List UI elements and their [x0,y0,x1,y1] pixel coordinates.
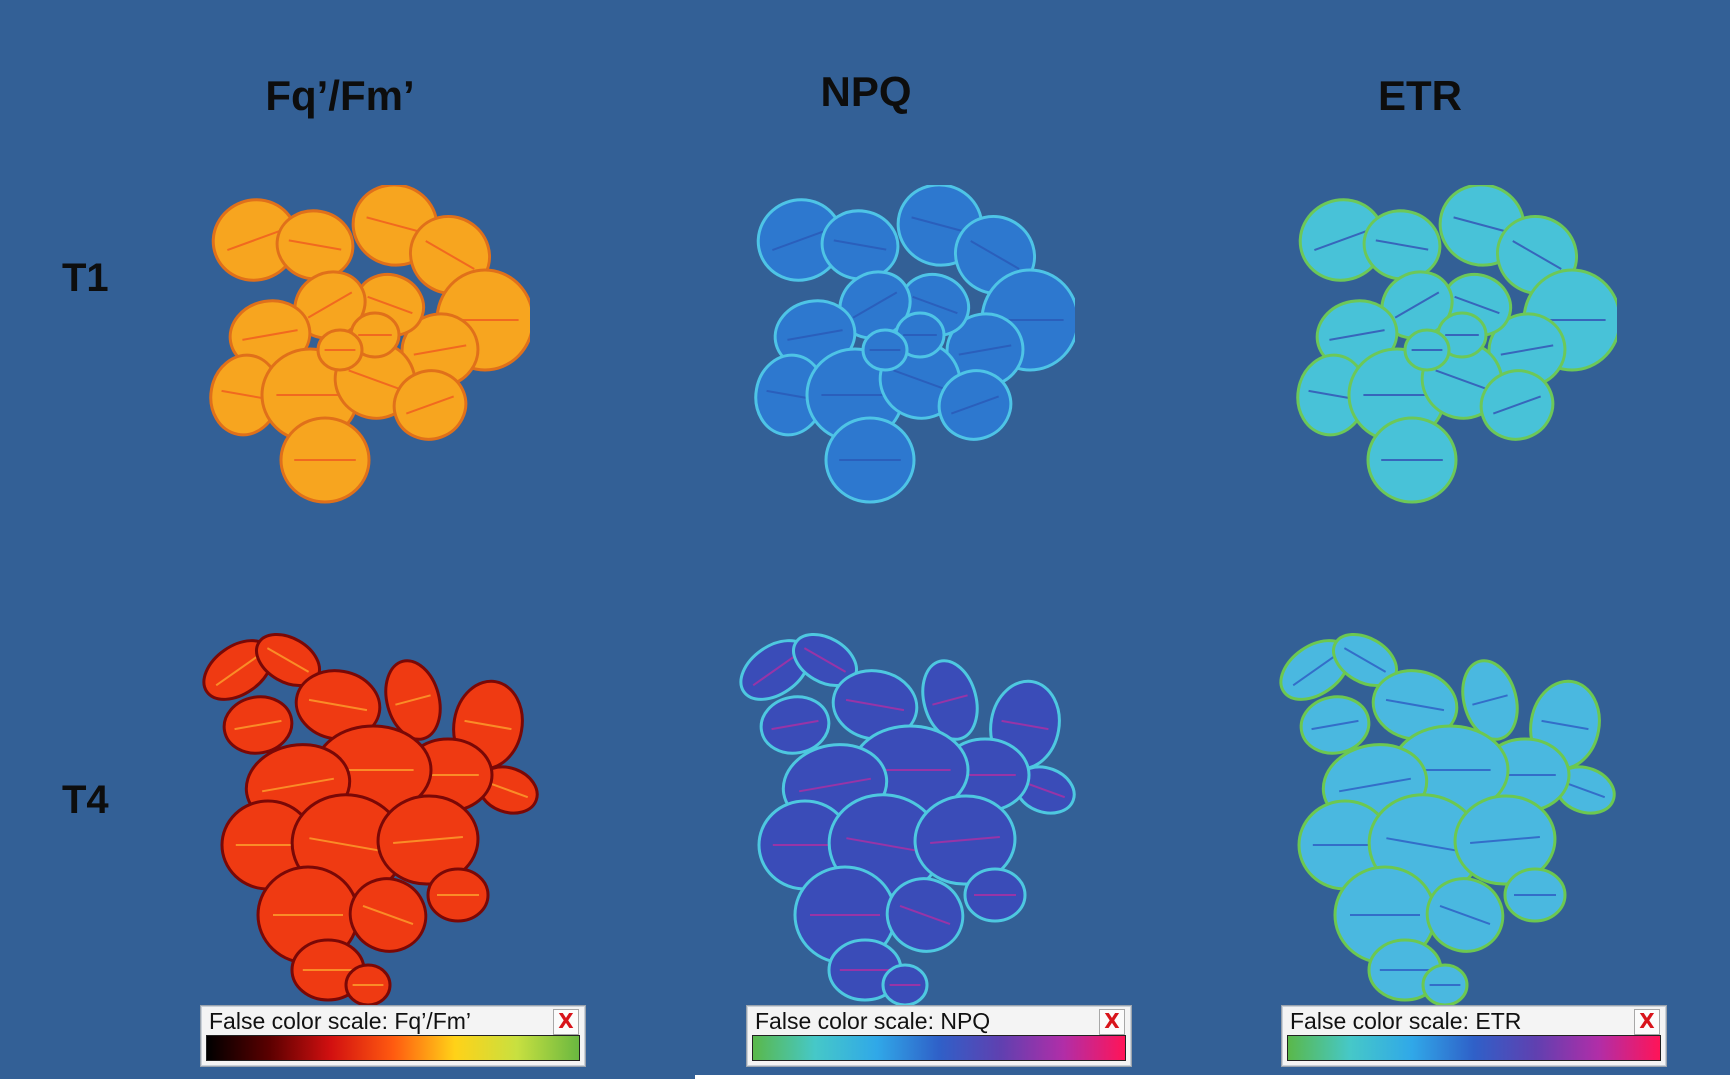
leaf-vein [752,653,798,687]
plant-image-t4-npq [735,625,1095,1005]
leaf-vein [846,837,924,853]
leaf-vein [1472,694,1508,706]
leaf-vein [798,777,872,793]
leaf-vein [309,837,387,853]
row-label-t1: T1 [62,256,109,300]
leaf-vein [899,904,951,926]
plant-image-t4-etr [1275,625,1635,1005]
leaf-vein [215,653,261,687]
plant-silhouette [202,632,539,1005]
false-color-scale-fq-fm: False color scale: Fq’/Fm’ X [200,1005,586,1067]
leaf-vein [1454,295,1500,315]
leaf-vein [950,395,1000,415]
bottom-strip [695,1075,1730,1079]
color-gradient-bar [206,1035,580,1061]
leaf-vein [1435,369,1489,391]
leaf-vein [1564,781,1606,799]
leaf-vein [464,719,512,731]
leaf-vein [487,781,529,799]
plant-image-t1-fq-fm [200,185,530,505]
plant-image-t4-fq-fm [198,625,558,1005]
leaf-vein [367,295,413,315]
column-title-npq: NPQ [820,68,912,115]
leaf-vein [1343,647,1387,673]
leaf-vein [395,694,431,706]
color-gradient-bar [752,1035,1126,1061]
leaf-vein [1338,777,1412,793]
scale-title: False color scale: Fq’/Fm’ [209,1008,472,1034]
false-color-scale-etr: False color scale: ETR X [1281,1005,1667,1067]
leaf-vein [1541,719,1589,731]
leaf-vein [932,694,968,706]
leaf-vein [771,719,819,731]
leaf-vein [1453,216,1511,234]
plant-silhouette [739,632,1076,1005]
column-title-etr: ETR [1378,72,1462,119]
plant-silhouette [209,185,530,504]
leaf-vein [1386,837,1464,853]
leaf-vein [1375,239,1429,251]
leaf-vein [261,777,335,793]
leaf-vein [308,698,368,712]
leaf-vein [405,395,455,415]
leaf-vein [787,329,843,341]
close-icon[interactable]: X [553,1009,579,1035]
leaf-vein [1394,291,1440,319]
leaf-vein [958,344,1012,356]
close-icon[interactable]: X [1634,1009,1660,1035]
leaf-vein [266,647,310,673]
close-icon[interactable]: X [1099,1009,1125,1035]
leaf-vein [393,835,463,845]
plant-image-t1-etr [1287,185,1617,505]
leaf-vein [930,835,1000,845]
leaf-vein [772,229,828,251]
leaf-vein [227,229,283,251]
leaf-vein [833,239,887,251]
leaf-vein [413,344,467,356]
plant-image-t1-npq [745,185,1075,505]
leaf-vein [1470,835,1540,845]
scale-title: False color scale: ETR [1290,1008,1522,1034]
false-color-scale-npq: False color scale: NPQ X [746,1005,1132,1067]
leaf-vein [234,719,282,731]
leaf-vein [845,698,905,712]
leaf-vein [803,647,847,673]
leaf-vein [362,904,414,926]
leaf-vein [242,329,298,341]
leaf-vein [1314,229,1370,251]
plant-silhouette [754,185,1075,504]
leaf-vein [1385,698,1445,712]
scale-title: False color scale: NPQ [755,1008,991,1034]
color-gradient-bar [1287,1035,1661,1061]
leaf-vein [366,216,424,234]
leaf-vein [970,240,1020,270]
leaf-vein [911,216,969,234]
row-label-t4: T4 [62,778,109,822]
leaf-vein [348,369,402,391]
leaf-vein [1492,395,1542,415]
leaf-vein [288,239,342,251]
column-title-fq-fm: Fq’/Fm’ [265,72,415,119]
leaf-vein [893,369,947,391]
leaf-vein [1001,719,1049,731]
leaf-vein [1292,653,1338,687]
leaf-vein [307,291,353,319]
leaf-vein [1329,329,1385,341]
plant-silhouette [1296,185,1617,504]
leaf-vein [1311,719,1359,731]
plant-silhouette [1279,632,1616,1005]
leaf-vein [1024,781,1066,799]
leaf-vein [425,240,475,270]
leaf-vein [1500,344,1554,356]
leaf-vein [1439,904,1491,926]
leaf-vein [852,291,898,319]
leaf-vein [1512,240,1562,270]
leaf-vein [912,295,958,315]
